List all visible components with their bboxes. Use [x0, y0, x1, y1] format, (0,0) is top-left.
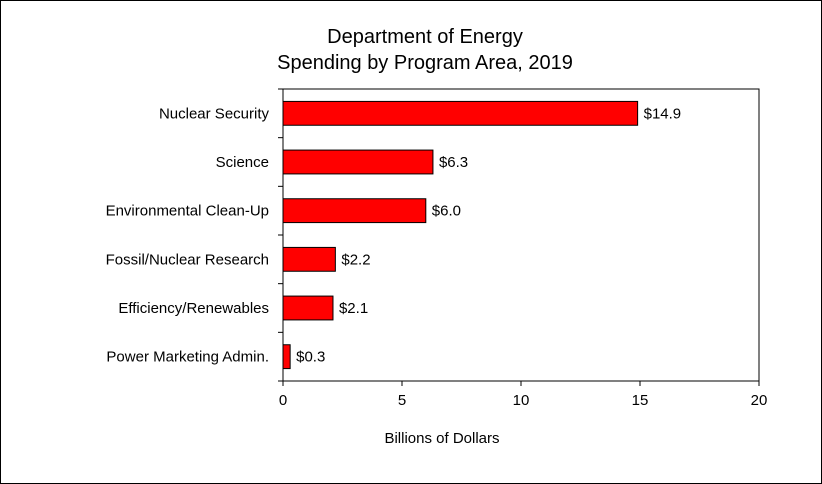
bar	[282, 295, 334, 321]
category-label: Fossil/Nuclear Research	[106, 251, 269, 268]
data-label: $14.9	[644, 105, 682, 122]
x-tick-label: 20	[751, 392, 768, 409]
chart-title-line-2: Spending by Program Area, 2019	[277, 52, 573, 74]
category-label: Power Marketing Admin.	[106, 349, 269, 366]
x-tick-label: 10	[513, 392, 530, 409]
x-tick-label: 0	[279, 392, 287, 409]
category-label: Environmental Clean-Up	[106, 203, 269, 220]
category-label: Nuclear Security	[159, 105, 270, 122]
data-label: $0.3	[296, 349, 325, 366]
bar	[282, 100, 639, 126]
x-tick-label: 15	[632, 392, 649, 409]
x-axis-title: Billions of Dollars	[384, 430, 499, 447]
data-label: $2.2	[341, 251, 370, 268]
x-tick-label: 5	[398, 392, 406, 409]
plot-area	[282, 88, 760, 382]
bar	[282, 344, 291, 370]
data-label: $2.1	[339, 300, 368, 317]
chart-title-line-1: Department of Energy	[327, 26, 523, 48]
data-label: $6.0	[432, 203, 461, 220]
bar	[282, 246, 336, 272]
bar	[282, 149, 434, 175]
category-label: Efficiency/Renewables	[118, 300, 269, 317]
data-label: $6.3	[439, 154, 468, 171]
bar	[282, 198, 427, 224]
category-label: Science	[216, 154, 269, 171]
